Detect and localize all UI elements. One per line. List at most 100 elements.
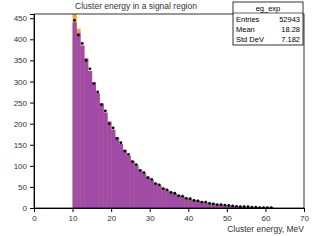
- data-point: [166, 188, 169, 191]
- y-tick-label: 0: [23, 204, 28, 213]
- stats-label: Mean: [236, 25, 255, 34]
- data-point: [220, 203, 223, 206]
- histogram-bar: [138, 170, 142, 208]
- histogram-bar: [146, 177, 150, 208]
- series-2: [73, 19, 273, 208]
- histogram-bar: [173, 194, 177, 208]
- x-tick-mark: [265, 208, 266, 212]
- histogram-bar: [119, 144, 123, 208]
- x-tick: 10: [69, 208, 78, 223]
- x-tick-mark: [304, 208, 305, 212]
- y-tick-label: 250: [14, 99, 28, 108]
- y-tick-mark: [30, 81, 34, 82]
- stats-value: 52943: [279, 15, 300, 24]
- histogram-bar: [177, 195, 181, 208]
- series-1: [73, 22, 274, 208]
- data-point: [177, 194, 180, 197]
- data-point: [170, 191, 173, 194]
- y-tick-mark: [30, 18, 34, 19]
- stats-value: 18.28: [281, 25, 300, 34]
- histogram-bar: [103, 113, 107, 208]
- y-tick: 450: [14, 14, 34, 23]
- x-tick-label: 40: [184, 214, 193, 223]
- histogram-bar: [138, 170, 142, 208]
- histogram-bar: [154, 183, 158, 208]
- histogram-bar: [96, 93, 100, 208]
- y-tick-label: 200: [14, 120, 28, 129]
- data-point: [224, 204, 227, 207]
- series-0: [73, 14, 274, 208]
- x-tick: 50: [223, 208, 232, 223]
- histogram-bar: [115, 137, 119, 208]
- x-axis-title: Cluster energy, MeV: [227, 224, 304, 234]
- histogram-bar: [150, 180, 154, 208]
- y-tick: 150: [14, 141, 34, 150]
- x-axis-line: [35, 209, 305, 213]
- y-tick: 350: [14, 56, 34, 65]
- data-point: [89, 67, 92, 70]
- x-tick-mark: [111, 208, 112, 212]
- histogram-bar: [111, 130, 115, 208]
- histogram-bar: [123, 150, 127, 208]
- y-tick-mark: [30, 166, 34, 167]
- histogram-bar: [84, 58, 88, 208]
- data-point: [150, 178, 153, 181]
- x-tick-label: 10: [69, 214, 78, 223]
- data-point: [77, 34, 80, 37]
- histogram-bar: [130, 161, 134, 208]
- histogram-bar: [192, 200, 196, 208]
- histogram-bar: [146, 177, 150, 208]
- x-tick-label: 0: [32, 214, 37, 223]
- data-point: [197, 199, 200, 202]
- histogram-bar: [115, 137, 119, 208]
- data-point: [143, 171, 146, 174]
- data-point: [216, 203, 219, 206]
- stats-label: Entries: [236, 15, 260, 24]
- histogram-bar: [119, 144, 123, 208]
- y-tick-mark: [30, 103, 34, 104]
- histogram-bar: [142, 173, 146, 208]
- histogram-bar: [161, 188, 165, 208]
- histogram-bar: [173, 194, 177, 208]
- x-tick-label: 60: [261, 214, 270, 223]
- histogram-bar: [134, 165, 138, 208]
- data-point: [73, 19, 76, 22]
- data-point: [158, 183, 161, 186]
- histogram-bar: [96, 93, 100, 208]
- y-tick: 200: [14, 120, 34, 129]
- y-tick-label: 50: [18, 183, 27, 192]
- y-tick: 300: [14, 78, 34, 87]
- histogram-bar: [73, 22, 77, 208]
- y-tick: 250: [14, 99, 34, 108]
- data-point: [96, 91, 99, 94]
- histogram-bar: [76, 33, 80, 208]
- data-point: [92, 82, 95, 85]
- histogram-bar: [100, 103, 104, 208]
- histogram-bar: [134, 165, 138, 208]
- histogram-bar: [181, 197, 185, 208]
- histogram-bar: [165, 190, 169, 208]
- y-tick-mark: [30, 124, 34, 125]
- y-tick-mark: [30, 39, 34, 40]
- data-point: [235, 205, 238, 208]
- histogram-bar: [80, 46, 84, 208]
- x-tick: 20: [107, 208, 116, 223]
- x-tick-mark: [227, 208, 228, 212]
- data-point: [227, 204, 230, 207]
- stats-frame: [233, 2, 303, 45]
- histogram-bar: [127, 156, 131, 208]
- histogram-bar: [88, 71, 92, 208]
- histogram-bar: [157, 186, 161, 208]
- plot-frame: [34, 14, 304, 208]
- data-point: [81, 42, 84, 45]
- data-point: [85, 59, 88, 62]
- stats-value: 7.182: [281, 35, 300, 44]
- marks: [73, 14, 274, 208]
- y-tick-label: 300: [14, 78, 28, 87]
- data-point: [146, 176, 149, 179]
- data-point: [135, 163, 138, 166]
- histogram-bar: [200, 202, 204, 208]
- x-tick-label: 70: [300, 214, 309, 223]
- histogram-bar: [107, 122, 111, 208]
- x-axis: 010203040506070: [32, 208, 309, 223]
